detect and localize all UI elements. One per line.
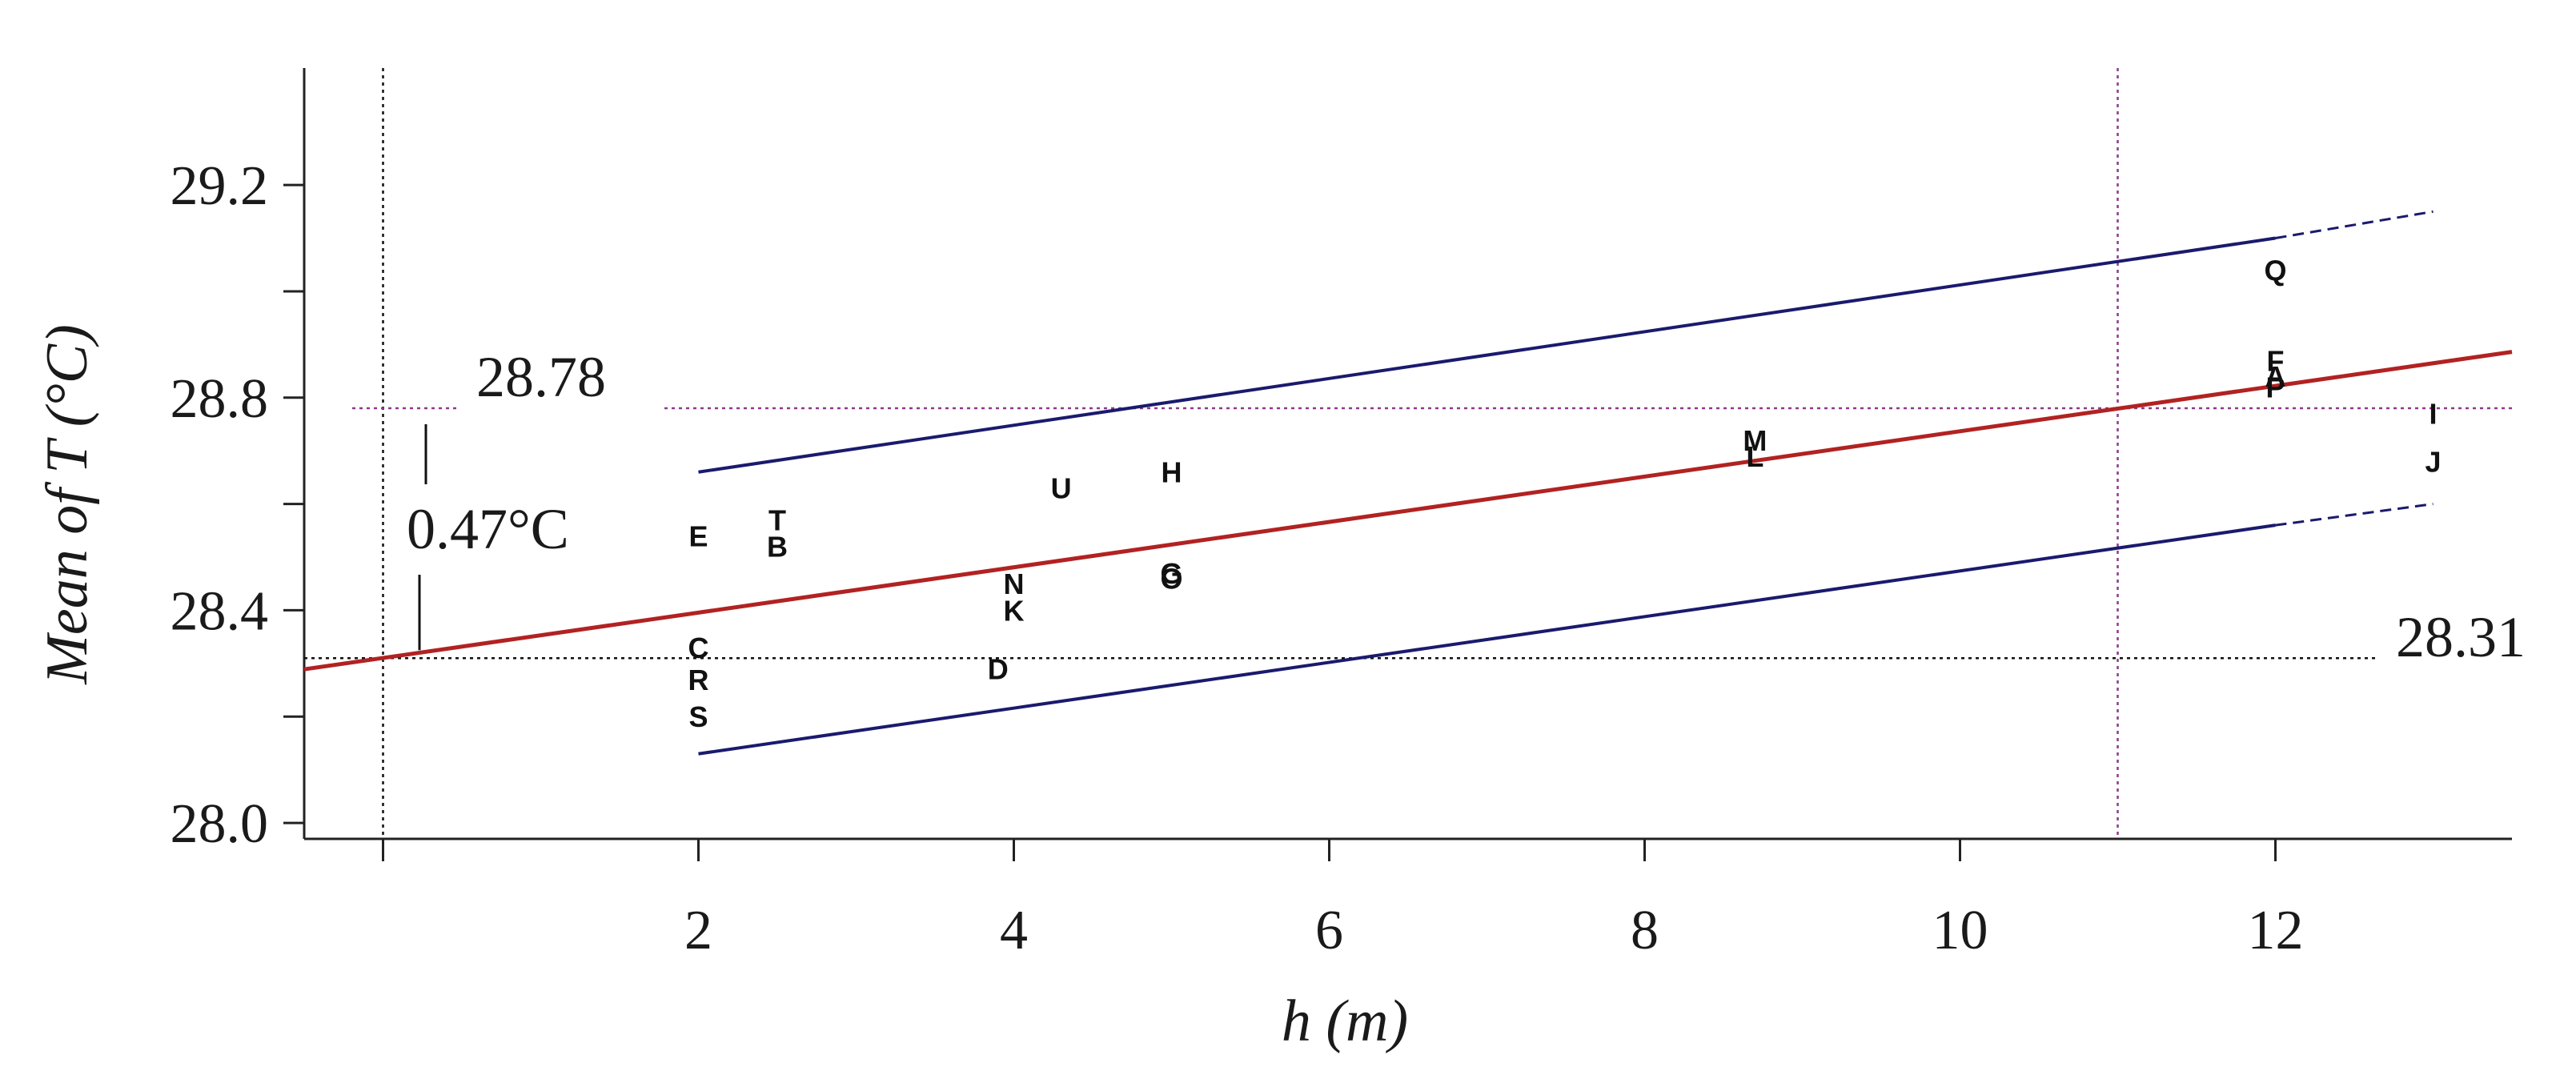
x-tick-label: 6 xyxy=(1315,900,1343,961)
data-point: Q xyxy=(2264,254,2286,287)
annotation-lower-value: 28.31 xyxy=(2396,605,2526,669)
regression-line-group xyxy=(303,350,2513,672)
x-axis-title: h (m) xyxy=(1282,989,1408,1054)
data-point: D xyxy=(988,652,1009,685)
annotations: 28.78 28.31 0.47°C xyxy=(407,345,2526,669)
y-axis-title: Mean of T (°C) xyxy=(34,324,100,685)
data-point: T xyxy=(768,504,786,537)
data-point: L xyxy=(1746,440,1763,473)
x-tick-label: 10 xyxy=(1932,900,1988,961)
y-tick-label: 28.0 xyxy=(171,793,269,855)
data-point: U xyxy=(1051,472,1072,505)
data-point: F xyxy=(2267,344,2285,377)
data-point: J xyxy=(2425,445,2441,478)
y-tick-label: 29.2 xyxy=(171,155,269,217)
data-point: G xyxy=(1160,557,1182,590)
data-point: I xyxy=(2429,398,2437,431)
data-point: H xyxy=(1162,456,1182,489)
data-point: N xyxy=(1004,568,1025,600)
lower-confidence-band xyxy=(698,523,2276,756)
upper-confidence-band xyxy=(698,236,2276,474)
x-tick-label: 8 xyxy=(1631,900,1659,961)
data-point: P xyxy=(2265,371,2285,403)
x-tick-label: 12 xyxy=(2248,900,2304,961)
data-point: O xyxy=(1160,563,1182,596)
data-points: E TB CRS NKD U H GO ML Q FAP IJ xyxy=(688,254,2442,733)
data-point: S xyxy=(688,700,708,733)
y-tick-label: 28.8 xyxy=(171,368,269,430)
data-point: R xyxy=(688,664,709,696)
annotation-difference: 0.47°C xyxy=(407,497,569,561)
axes-frame xyxy=(303,68,2512,840)
upper-confidence-band-extension xyxy=(2275,210,2434,240)
data-point: K xyxy=(1004,594,1025,627)
lower-confidence-band-extension xyxy=(2275,503,2434,527)
reference-lines xyxy=(304,68,2512,839)
annotation-upper-value: 28.78 xyxy=(476,345,606,409)
data-point: A xyxy=(2265,360,2286,393)
x-tick-label: 2 xyxy=(684,900,712,961)
axis-ticks: 28.0 28.4 28.8 29.2 2 4 6 8 10 12 xyxy=(171,155,2304,961)
data-point: C xyxy=(688,632,709,664)
data-point: B xyxy=(767,531,788,564)
confidence-bands xyxy=(698,210,2434,756)
data-point: M xyxy=(1743,424,1767,457)
y-tick-label: 28.4 xyxy=(171,580,269,642)
data-point: E xyxy=(688,519,708,552)
x-tick-label: 4 xyxy=(1000,900,1028,961)
regression-line xyxy=(303,350,2513,672)
